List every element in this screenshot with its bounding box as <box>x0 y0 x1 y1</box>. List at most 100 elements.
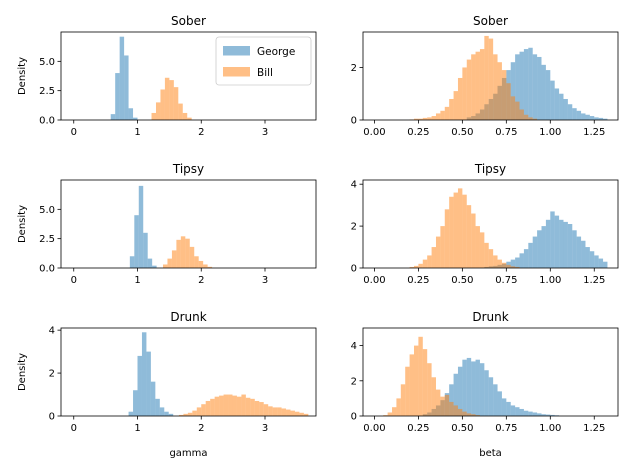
histogram-bar <box>223 394 229 416</box>
histogram-bar <box>515 266 520 268</box>
histogram-series-george <box>484 211 608 268</box>
axes-frame <box>60 31 317 121</box>
x-tick-label: 2 <box>198 127 204 138</box>
histogram-bar <box>515 407 520 416</box>
histogram-bar <box>245 397 251 416</box>
histogram-bar <box>462 67 467 120</box>
histogram-bar <box>598 258 604 268</box>
histogram-bar <box>147 258 153 268</box>
histogram-bar <box>554 215 560 268</box>
y-axis-label: Density <box>17 57 28 95</box>
histogram-bar <box>414 118 419 120</box>
histogram-bar <box>141 332 147 416</box>
histogram-series-george <box>129 185 157 268</box>
histogram-bar <box>124 55 129 120</box>
histogram-bar <box>203 264 208 268</box>
histogram-bar <box>462 411 467 416</box>
histogram-bar <box>545 414 551 416</box>
histogram-bar <box>427 363 432 416</box>
histogram-bar <box>151 112 156 120</box>
histogram-bar <box>392 407 397 416</box>
histogram-bar <box>532 412 538 416</box>
histogram-bar <box>259 402 264 416</box>
histogram-bar <box>466 205 472 268</box>
histogram-series-george <box>128 332 174 416</box>
subplot: 0 1 2 3 0.0 2.5 5.0 Tipsy Density <box>17 162 317 286</box>
histogram-bar <box>545 70 551 120</box>
x-tick-label: 1 <box>134 423 140 434</box>
histogram-bar <box>567 104 573 120</box>
y-tick-label: 4 <box>351 180 357 191</box>
x-tick-label: 1.00 <box>539 127 561 138</box>
histogram-bar <box>196 407 202 416</box>
histogram-bar <box>550 211 555 268</box>
subplot: 0 1 2 3 0 2 4 Drunk Density gamma <box>17 310 317 459</box>
subplot-title: Sober <box>473 14 508 28</box>
histogram-bar <box>501 262 507 268</box>
histogram-bar <box>272 407 278 416</box>
histogram-bar <box>519 253 524 268</box>
histogram-bar <box>178 103 183 120</box>
histogram-bar <box>155 102 161 120</box>
histogram-bar <box>133 117 138 120</box>
axes-frame <box>60 327 317 417</box>
histogram-bar <box>268 406 273 416</box>
y-tick-label: 2.5 <box>39 234 55 245</box>
histogram-bar <box>528 411 533 416</box>
histogram-bar <box>594 255 599 268</box>
histogram-bar <box>528 117 533 120</box>
histogram-bar <box>155 398 160 416</box>
histogram-bar <box>159 407 165 416</box>
histogram-bar <box>523 249 529 268</box>
histogram-bar <box>281 408 287 416</box>
x-tick-label: 1.00 <box>539 423 561 434</box>
histogram-bar <box>414 345 419 416</box>
histogram-bar <box>484 370 489 416</box>
y-tick-label: 2 <box>351 63 357 74</box>
x-tick-label: 2 <box>198 275 204 286</box>
histogram-bar <box>471 361 476 416</box>
histogram-bar <box>418 118 423 120</box>
histogram-bar <box>523 114 529 120</box>
histogram-bar <box>479 232 485 268</box>
histogram-bar <box>187 117 192 120</box>
histogram-bar <box>152 265 157 268</box>
histogram-bar <box>572 230 577 268</box>
histogram-bar <box>444 106 450 120</box>
histogram-bar <box>250 398 255 416</box>
y-tick-label: 5.0 <box>39 57 55 68</box>
histogram-bar <box>559 219 564 268</box>
histogram-bar <box>532 118 538 120</box>
axes-frame <box>362 179 619 269</box>
histogram-bar <box>167 258 172 268</box>
histogram-bar <box>207 266 213 268</box>
histogram-bar <box>422 117 428 120</box>
histogram-bar <box>427 117 432 120</box>
histogram-bar <box>594 117 599 120</box>
histogram-bar <box>453 192 458 268</box>
y-tick-label: 0 <box>351 412 357 423</box>
histogram-bar <box>541 414 546 416</box>
x-tick-label: 2 <box>198 423 204 434</box>
y-tick-label: 0 <box>351 116 357 127</box>
x-tick-label: 0.00 <box>363 275 385 286</box>
subplot-title: Tipsy <box>172 162 204 176</box>
histogram-bar <box>466 413 472 416</box>
subplot-title: Drunk <box>472 310 508 324</box>
histogram-bar <box>128 108 134 120</box>
histogram-bar <box>541 226 546 268</box>
histogram-bar <box>134 215 139 268</box>
y-tick-label: 0.0 <box>39 116 55 127</box>
histogram-bar <box>598 117 604 120</box>
histogram-bar <box>205 400 211 416</box>
histogram-bar <box>488 249 494 268</box>
histogram-bar <box>138 185 144 268</box>
x-tick-label: 3 <box>262 423 268 434</box>
histogram-bar <box>219 395 224 416</box>
histogram-bar <box>254 400 260 416</box>
histogram-bar <box>387 412 393 416</box>
histogram-bar <box>431 116 436 120</box>
y-tick-label: 2 <box>49 369 55 380</box>
histogram-bar <box>263 404 269 416</box>
histogram-bar <box>210 398 215 416</box>
